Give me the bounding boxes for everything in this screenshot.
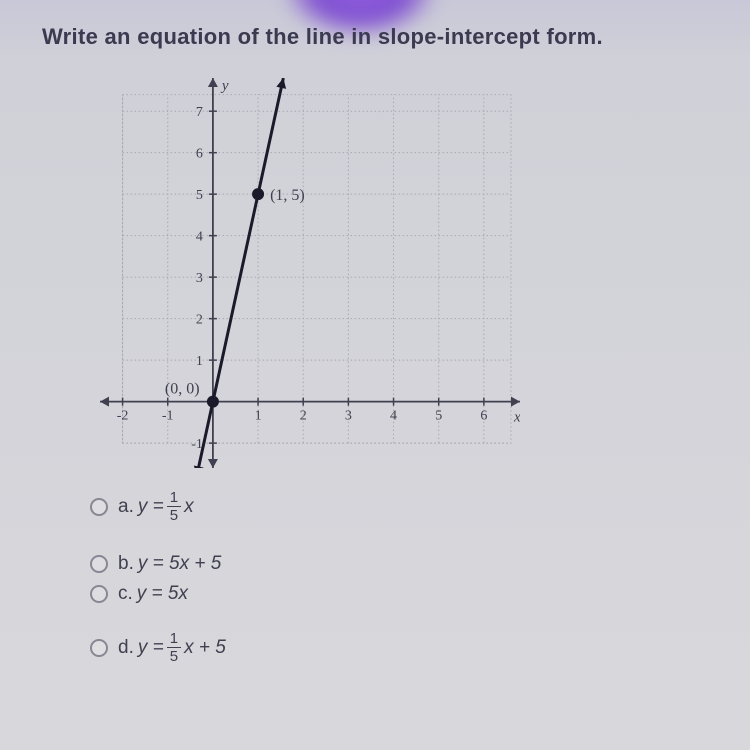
line-chart: -2-1123456-11234567xy(0, 0)(1, 5): [100, 78, 520, 468]
svg-text:2: 2: [196, 313, 203, 328]
svg-text:6: 6: [480, 409, 487, 424]
fraction: 1 5: [167, 490, 181, 523]
choice-suffix: x + 5: [184, 637, 226, 659]
svg-text:y: y: [220, 78, 229, 94]
svg-text:4: 4: [390, 409, 397, 424]
choice-label: a.: [118, 496, 134, 518]
radio-icon: [90, 639, 108, 657]
choice-label: c.: [118, 583, 133, 605]
svg-text:7: 7: [196, 105, 203, 120]
radio-icon: [90, 555, 108, 573]
chart-svg: -2-1123456-11234567xy(0, 0)(1, 5): [100, 78, 520, 468]
choice-a[interactable]: a. y = 1 5 x: [90, 490, 226, 523]
choice-text: y = 5x: [137, 583, 188, 605]
svg-text:5: 5: [435, 409, 442, 424]
svg-text:1: 1: [196, 354, 203, 369]
svg-text:3: 3: [196, 271, 203, 286]
svg-text:4: 4: [196, 230, 203, 245]
svg-text:-1: -1: [162, 409, 174, 424]
choice-prefix: y =: [138, 637, 164, 659]
svg-text:(1, 5): (1, 5): [270, 187, 305, 204]
svg-text:2: 2: [300, 409, 307, 424]
choice-prefix: y =: [138, 496, 164, 518]
svg-text:-2: -2: [117, 409, 129, 424]
choice-suffix: x: [184, 496, 194, 518]
choice-label: b.: [118, 553, 134, 575]
svg-text:3: 3: [345, 409, 352, 424]
svg-text:5: 5: [196, 188, 203, 203]
choice-d[interactable]: d. y = 1 5 x + 5: [90, 631, 226, 664]
choice-text: y = 5x + 5: [138, 553, 221, 575]
radio-icon: [90, 498, 108, 516]
answer-choices: a. y = 1 5 x b. y = 5x + 5 c. y = 5x d. …: [90, 490, 226, 672]
svg-text:1: 1: [255, 409, 262, 424]
question-title: Write an equation of the line in slope-i…: [42, 24, 603, 50]
svg-text:x: x: [513, 410, 520, 426]
choice-label: d.: [118, 637, 134, 659]
choice-c[interactable]: c. y = 5x: [90, 583, 226, 605]
svg-text:6: 6: [196, 147, 203, 162]
fraction: 1 5: [167, 631, 181, 664]
radio-icon: [90, 585, 108, 603]
svg-text:(0, 0): (0, 0): [165, 381, 200, 398]
choice-b[interactable]: b. y = 5x + 5: [90, 553, 226, 575]
